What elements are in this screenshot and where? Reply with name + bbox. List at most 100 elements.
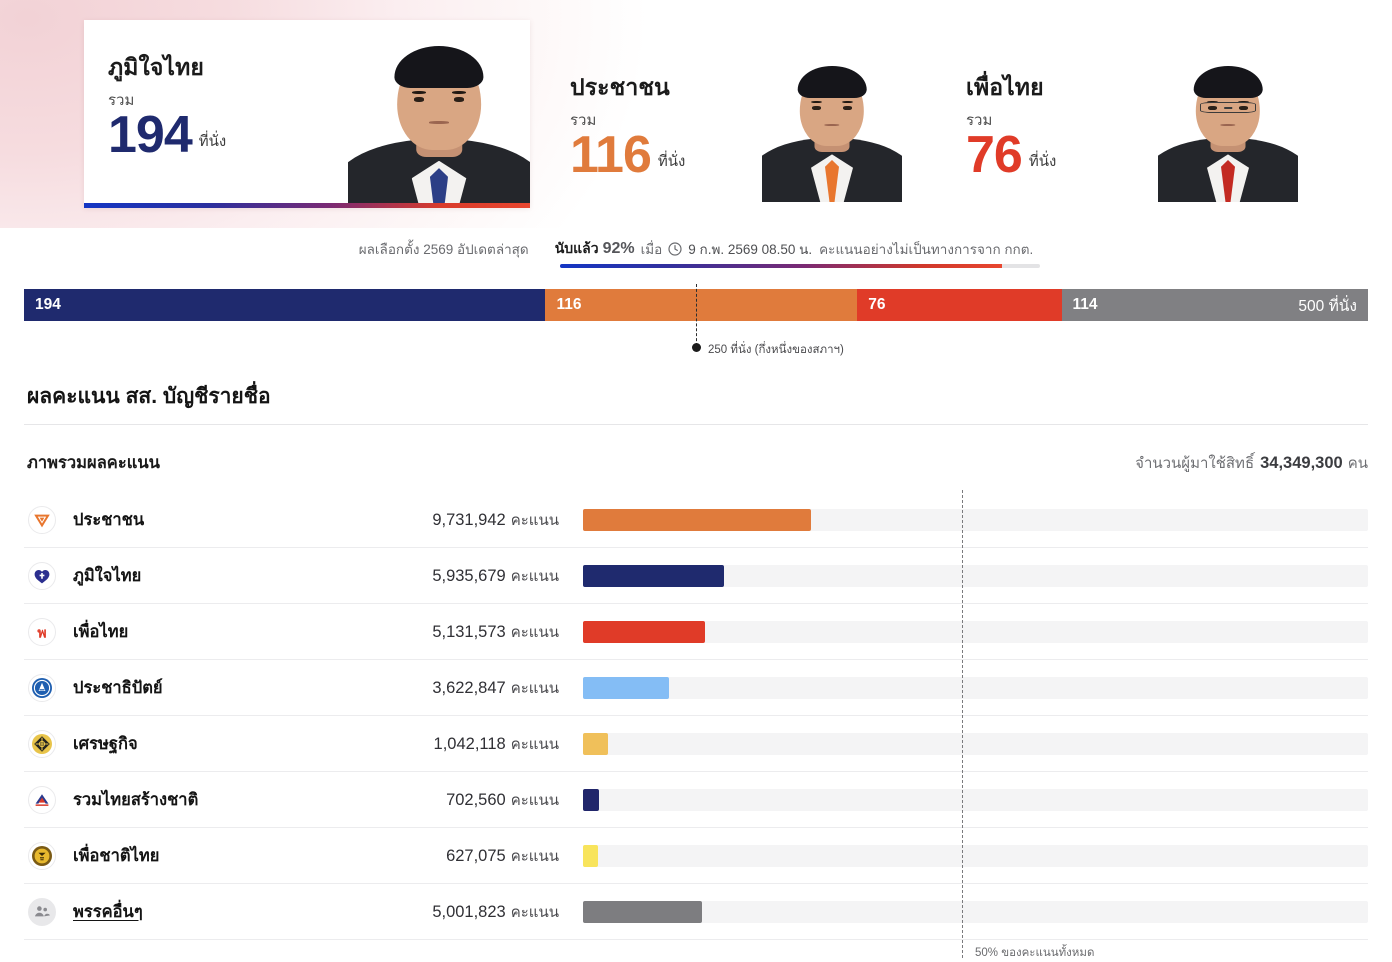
- votes-value: 1,042,118: [433, 734, 506, 753]
- section-divider: [24, 424, 1368, 425]
- counted-percent: 92%: [602, 240, 635, 257]
- votes-value: 3,622,847: [432, 678, 506, 697]
- card-text-block: ภูมิใจไทย รวม 194 ที่นั่ง: [108, 54, 226, 162]
- total-label: รวม: [570, 111, 597, 129]
- marker-line: [696, 284, 697, 346]
- status-line: ผลเลือกตั้ง 2569 อัปเดตล่าสุด นับแล้ว 92…: [0, 238, 1392, 260]
- bar-track: [583, 676, 1368, 699]
- table-row[interactable]: ภูมิใจไทย 5,935,679 คะแนน: [24, 548, 1368, 604]
- party-name: เพื่อไทย: [966, 74, 1044, 100]
- total-label: รวม: [966, 111, 993, 129]
- party-name: เศรษฐกิจ: [73, 734, 138, 753]
- card-text-block: เพื่อไทย รวม 76 ที่นั่ง: [966, 74, 1056, 182]
- page-title: ผลคะแนน สส. บัญชีรายชื่อ: [27, 385, 271, 408]
- turnout-label: จำนวนผู้มาใช้สิทธิ์: [1135, 455, 1255, 472]
- party-votes: 5,001,823 คะแนน: [373, 900, 559, 924]
- other-parties-logo: [28, 897, 56, 926]
- seat-count: 76: [966, 125, 1023, 184]
- party-summary-card-2[interactable]: ประชาชน รวม 116 ที่นั่ง: [540, 60, 900, 208]
- party-votes: 1,042,118 คะแนน: [373, 732, 559, 756]
- status-datetime: 9 ก.พ. 2569 08.50 น.: [688, 242, 813, 257]
- table-row[interactable]: ประชาชน 9,731,942 คะแนน: [24, 492, 1368, 548]
- svg-text:พ: พ: [37, 624, 46, 640]
- counting-progress-track: [560, 264, 1040, 268]
- candidate-portrait-pheuthai: [1158, 62, 1298, 202]
- bar-track: [583, 564, 1368, 587]
- seat-segment-label: 76: [868, 296, 886, 313]
- bar-fill: [583, 788, 600, 811]
- bar-track: [583, 844, 1368, 867]
- seat-unit: ที่นั่ง: [657, 153, 686, 171]
- card-text-block: ประชาชน รวม 116 ที่นั่ง: [570, 74, 685, 182]
- status-note: คะแนนอย่างไม่เป็นทางการจาก กกต.: [819, 242, 1034, 257]
- update-status-bar: ผลเลือกตั้ง 2569 อัปเดตล่าสุด นับแล้ว 92…: [0, 238, 1392, 284]
- seat-segment-4[interactable]: 114 500 ที่นั่ง: [1061, 289, 1368, 321]
- seat-total-label: 500 ที่นั่ง: [1298, 297, 1357, 315]
- votes-value: 5,001,823: [432, 902, 506, 921]
- status-prefix: ผลเลือกตั้ง 2569 อัปเดตล่าสุด: [358, 242, 529, 257]
- party-summary-card-featured[interactable]: ภูมิใจไทย รวม 194 ที่นั่ง: [84, 20, 530, 208]
- seat-segment-1[interactable]: 194: [24, 289, 546, 321]
- bar-track: [583, 788, 1368, 811]
- bar-track: [583, 900, 1368, 923]
- seat-segment-3[interactable]: 76: [857, 289, 1062, 321]
- party-name: ภูมิใจไทย: [108, 54, 204, 80]
- votes-unit: คะแนน: [510, 735, 559, 753]
- votes-unit: คะแนน: [510, 791, 559, 809]
- party-votes: 3,622,847 คะแนน: [373, 676, 559, 700]
- table-row[interactable]: เศรษฐกิจ 1,042,118 คะแนน: [24, 716, 1368, 772]
- bar-fill: [583, 900, 702, 923]
- bhumjaithai-logo: [28, 561, 56, 590]
- party-votes: 5,935,679 คะแนน: [373, 564, 559, 588]
- votes-value: 9,731,942: [432, 510, 506, 529]
- votes-unit: คะแนน: [510, 623, 559, 641]
- votes-value: 702,560: [446, 790, 506, 809]
- candidate-portrait-prachachon: [762, 62, 902, 202]
- votes-unit: คะแนน: [510, 847, 559, 865]
- bar-fill: [583, 620, 705, 643]
- bar-fill: [583, 844, 598, 867]
- party-name: ภูมิใจไทย: [73, 566, 142, 585]
- table-row[interactable]: พรรคอื่นๆ 5,001,823 คะแนน: [24, 884, 1368, 940]
- bar-fill: [583, 564, 725, 587]
- counted-label: นับแล้ว: [554, 240, 599, 256]
- votes-unit: คะแนน: [510, 567, 559, 585]
- party-results-list: ประชาชน 9,731,942 คะแนน ภูมิใจไทย 5,935,6…: [24, 492, 1368, 940]
- total-label: รวม: [108, 91, 135, 109]
- votes-unit: คะแนน: [510, 511, 559, 529]
- pheuthai-logo: พท: [28, 617, 56, 646]
- seat-count-row: 194 ที่นั่ง: [108, 107, 227, 163]
- overview-header: ภาพรวมผลคะแนน จำนวนผู้มาใช้สิทธิ์ 34,349,…: [27, 450, 1368, 476]
- settakit-logo: [28, 729, 56, 758]
- party-name: ประชาชน: [570, 74, 670, 100]
- seat-count: 116: [570, 125, 652, 184]
- bar-track: [583, 508, 1368, 531]
- party-votes: 627,075 คะแนน: [373, 844, 559, 868]
- democrat-logo: [28, 673, 56, 702]
- glasses-icon: [1200, 102, 1256, 114]
- party-summary-card-3[interactable]: เพื่อไทย รวม 76 ที่นั่ง: [936, 60, 1296, 208]
- when-label: เมื่อ: [640, 242, 663, 257]
- table-row[interactable]: เพื่อชาติไทย 627,075 คะแนน: [24, 828, 1368, 884]
- party-name: รวมไทยสร้างชาติ: [73, 790, 199, 809]
- turnout-block: จำนวนผู้มาใช้สิทธิ์ 34,349,300 คน: [1135, 451, 1368, 475]
- clock-icon: [668, 242, 682, 256]
- votes-unit: คะแนน: [510, 903, 559, 921]
- pheuchatthai-logo: [28, 841, 56, 870]
- other-parties-link[interactable]: พรรคอื่นๆ: [73, 902, 143, 921]
- party-name: เพื่อไทย: [73, 622, 129, 641]
- seat-count-row: 76 ที่นั่ง: [966, 125, 1056, 184]
- counting-progress-fill: [560, 264, 1002, 268]
- seat-segment-label: 116: [556, 296, 582, 313]
- table-row[interactable]: รวมไทยสร้างชาติ 702,560 คะแนน: [24, 772, 1368, 828]
- seat-count-row: 116 ที่นั่ง: [570, 125, 686, 184]
- table-row[interactable]: ประชาธิปัตย์ 3,622,847 คะแนน: [24, 660, 1368, 716]
- seat-unit: ที่นั่ง: [198, 133, 227, 151]
- seat-segment-2[interactable]: 116: [545, 289, 858, 321]
- hero-banner: ภูมิใจไทย รวม 194 ที่นั่ง: [0, 0, 1392, 228]
- bar-fill: [583, 508, 811, 531]
- turnout-unit: คน: [1347, 455, 1368, 472]
- votes-value: 5,935,679: [432, 566, 506, 585]
- bar-track: [583, 732, 1368, 755]
